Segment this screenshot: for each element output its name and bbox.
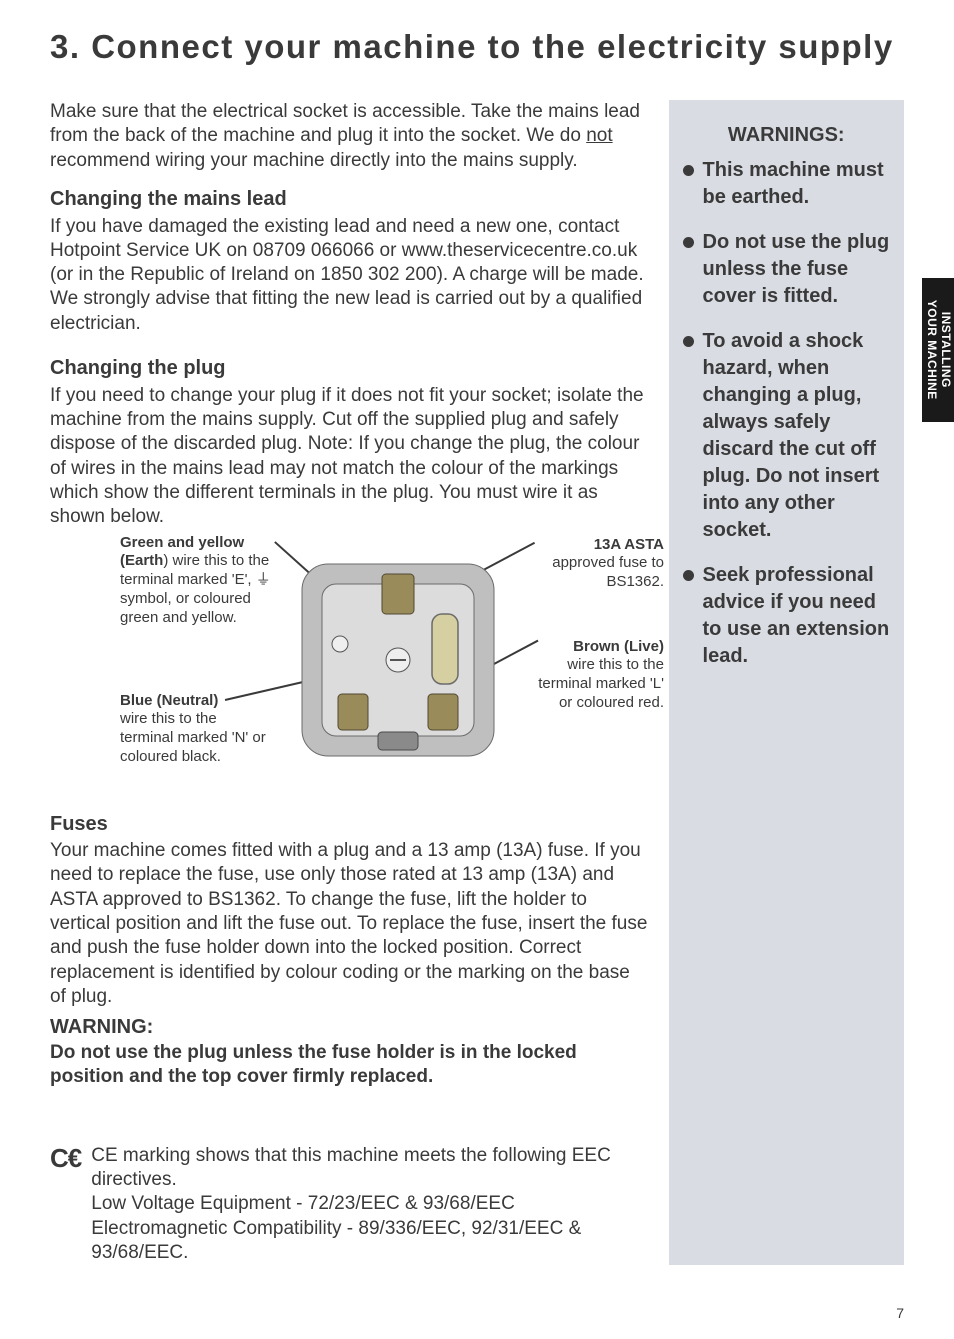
intro-not: not — [586, 125, 612, 146]
warning-item: Seek professional advice if you need to … — [683, 562, 890, 670]
callout-live: Brown (Live) wire this to the terminal m… — [532, 638, 664, 713]
plug-illustration — [282, 544, 514, 776]
warnings-list: This machine must be earthed. Do not use… — [683, 157, 890, 670]
callout-live-bold: Brown (Live) — [532, 638, 664, 657]
content-columns: Make sure that the electrical socket is … — [50, 100, 904, 1265]
fuses-body: Your machine comes fitted with a plug an… — [50, 839, 649, 1009]
ce-mark-icon: C€ — [50, 1144, 81, 1171]
fuses-heading: Fuses — [50, 812, 649, 838]
plug-body: If you need to change your plug if it do… — [50, 384, 649, 530]
warnings-sidebar: WARNINGS: This machine must be earthed. … — [669, 100, 904, 1265]
plug-wiring-diagram: Green and yellow (Earth) wire this to th… — [50, 534, 649, 810]
callout-asta: 13A ASTA approved fuse to BS1362. — [538, 536, 664, 592]
mains-lead-body: If you have damaged the existing lead an… — [50, 215, 649, 337]
warning-item: To avoid a shock hazard, when changing a… — [683, 328, 890, 544]
callout-neutral-text: wire this to the terminal marked 'N' or … — [120, 710, 270, 766]
mains-lead-heading: Changing the mains lead — [50, 187, 649, 213]
callout-asta-bold: 13A ASTA — [538, 536, 664, 555]
callout-neutral: Blue (Neutral) wire this to the terminal… — [120, 692, 270, 767]
page-number: 7 — [896, 1305, 904, 1321]
fuses-section: Fuses Your machine comes fitted with a p… — [50, 812, 649, 1090]
section-tab: INSTALLINGYOUR MACHINE — [922, 278, 954, 422]
intro-text-b: recommend wiring your machine directly i… — [50, 150, 578, 171]
page-title: 3. Connect your machine to the electrici… — [50, 28, 904, 66]
ce-text: CE marking shows that this machine meets… — [91, 1144, 648, 1266]
warning-item: Do not use the plug unless the fuse cove… — [683, 229, 890, 310]
warning-body: Do not use the plug unless the fuse hold… — [50, 1041, 649, 1090]
warning-heading: WARNING: — [50, 1015, 649, 1041]
ce-block: C€ CE marking shows that this machine me… — [50, 1144, 649, 1266]
callout-asta-text: approved fuse to BS1362. — [538, 554, 664, 592]
warning-item: This machine must be earthed. — [683, 157, 890, 211]
main-column: Make sure that the electrical socket is … — [50, 100, 649, 1265]
plug-heading: Changing the plug — [50, 356, 649, 382]
section-tab-label: INSTALLINGYOUR MACHINE — [924, 300, 952, 400]
intro-text-a: Make sure that the electrical socket is … — [50, 101, 640, 146]
intro-paragraph: Make sure that the electrical socket is … — [50, 100, 649, 173]
warnings-heading: WARNINGS: — [683, 122, 890, 149]
callout-live-text: wire this to the terminal marked 'L' or … — [532, 656, 664, 712]
callout-earth: Green and yellow (Earth) wire this to th… — [120, 534, 280, 628]
callout-neutral-bold: Blue (Neutral) — [120, 692, 270, 711]
